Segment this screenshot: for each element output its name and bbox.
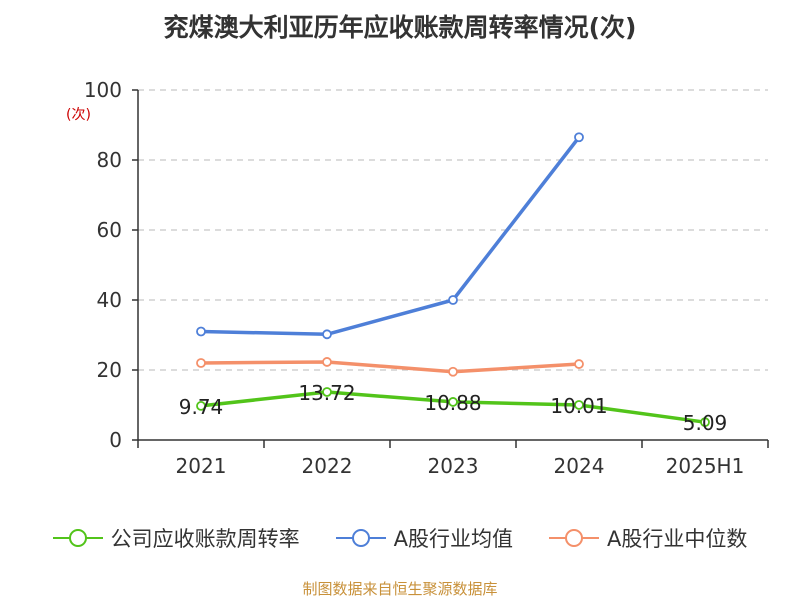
y-tick-label: 80 xyxy=(97,148,122,172)
data-point-company xyxy=(322,387,332,397)
legend-item-company[interactable]: 公司应收账款周转率 xyxy=(52,523,300,553)
legend-label-median: A股行业中位数 xyxy=(607,527,748,551)
x-tick-label: 2021 xyxy=(176,454,227,478)
x-tick-label: 2024 xyxy=(554,454,605,478)
legend-item-avg[interactable]: A股行业均值 xyxy=(335,523,513,553)
data-point-company xyxy=(574,400,584,410)
data-label: 5.09 xyxy=(683,411,728,435)
legend-marker-avg xyxy=(335,529,386,547)
series-line-avg xyxy=(200,136,581,337)
legend-marker-company xyxy=(52,529,103,547)
data-point-avg xyxy=(448,295,458,305)
data-label: 9.74 xyxy=(179,395,224,419)
data-label: 10.88 xyxy=(424,391,481,415)
series-line-median xyxy=(200,360,580,374)
data-point-median xyxy=(448,366,458,377)
data-label: 13.72 xyxy=(298,381,355,405)
data-source-note: 制图数据来自恒生聚源数据库 xyxy=(302,580,498,598)
y-tick-label: 20 xyxy=(97,358,122,382)
legend: 公司应收账款周转率 A股行业均值 A股行业中位数 xyxy=(0,523,800,553)
data-label: 10.01 xyxy=(550,394,607,418)
x-tick-label: 2025H1 xyxy=(666,454,745,478)
y-tick-label: 40 xyxy=(97,288,122,312)
data-point-company xyxy=(448,397,458,407)
legend-label-company: 公司应收账款周转率 xyxy=(110,527,300,551)
data-point-avg xyxy=(196,326,206,337)
x-tick-label: 2023 xyxy=(428,454,479,478)
data-point-median xyxy=(322,357,332,367)
data-point-avg xyxy=(322,329,332,340)
data-point-company xyxy=(196,401,206,411)
legend-item-median[interactable]: A股行业中位数 xyxy=(549,523,747,553)
data-point-company xyxy=(700,417,710,428)
chart-title: 兖煤澳大利亚历年应收账款周转率情况(次) xyxy=(163,13,637,42)
y-tick-label: 60 xyxy=(97,218,122,242)
x-tick-label: 2022 xyxy=(302,454,353,478)
y-tick-label: 0 xyxy=(109,428,122,452)
legend-label-avg: A股行业均值 xyxy=(393,527,513,551)
data-point-avg xyxy=(574,132,584,143)
data-point-median xyxy=(196,358,206,368)
legend-marker-median xyxy=(549,529,599,547)
y-tick-label: 100 xyxy=(84,78,122,102)
data-point-median xyxy=(574,359,584,369)
